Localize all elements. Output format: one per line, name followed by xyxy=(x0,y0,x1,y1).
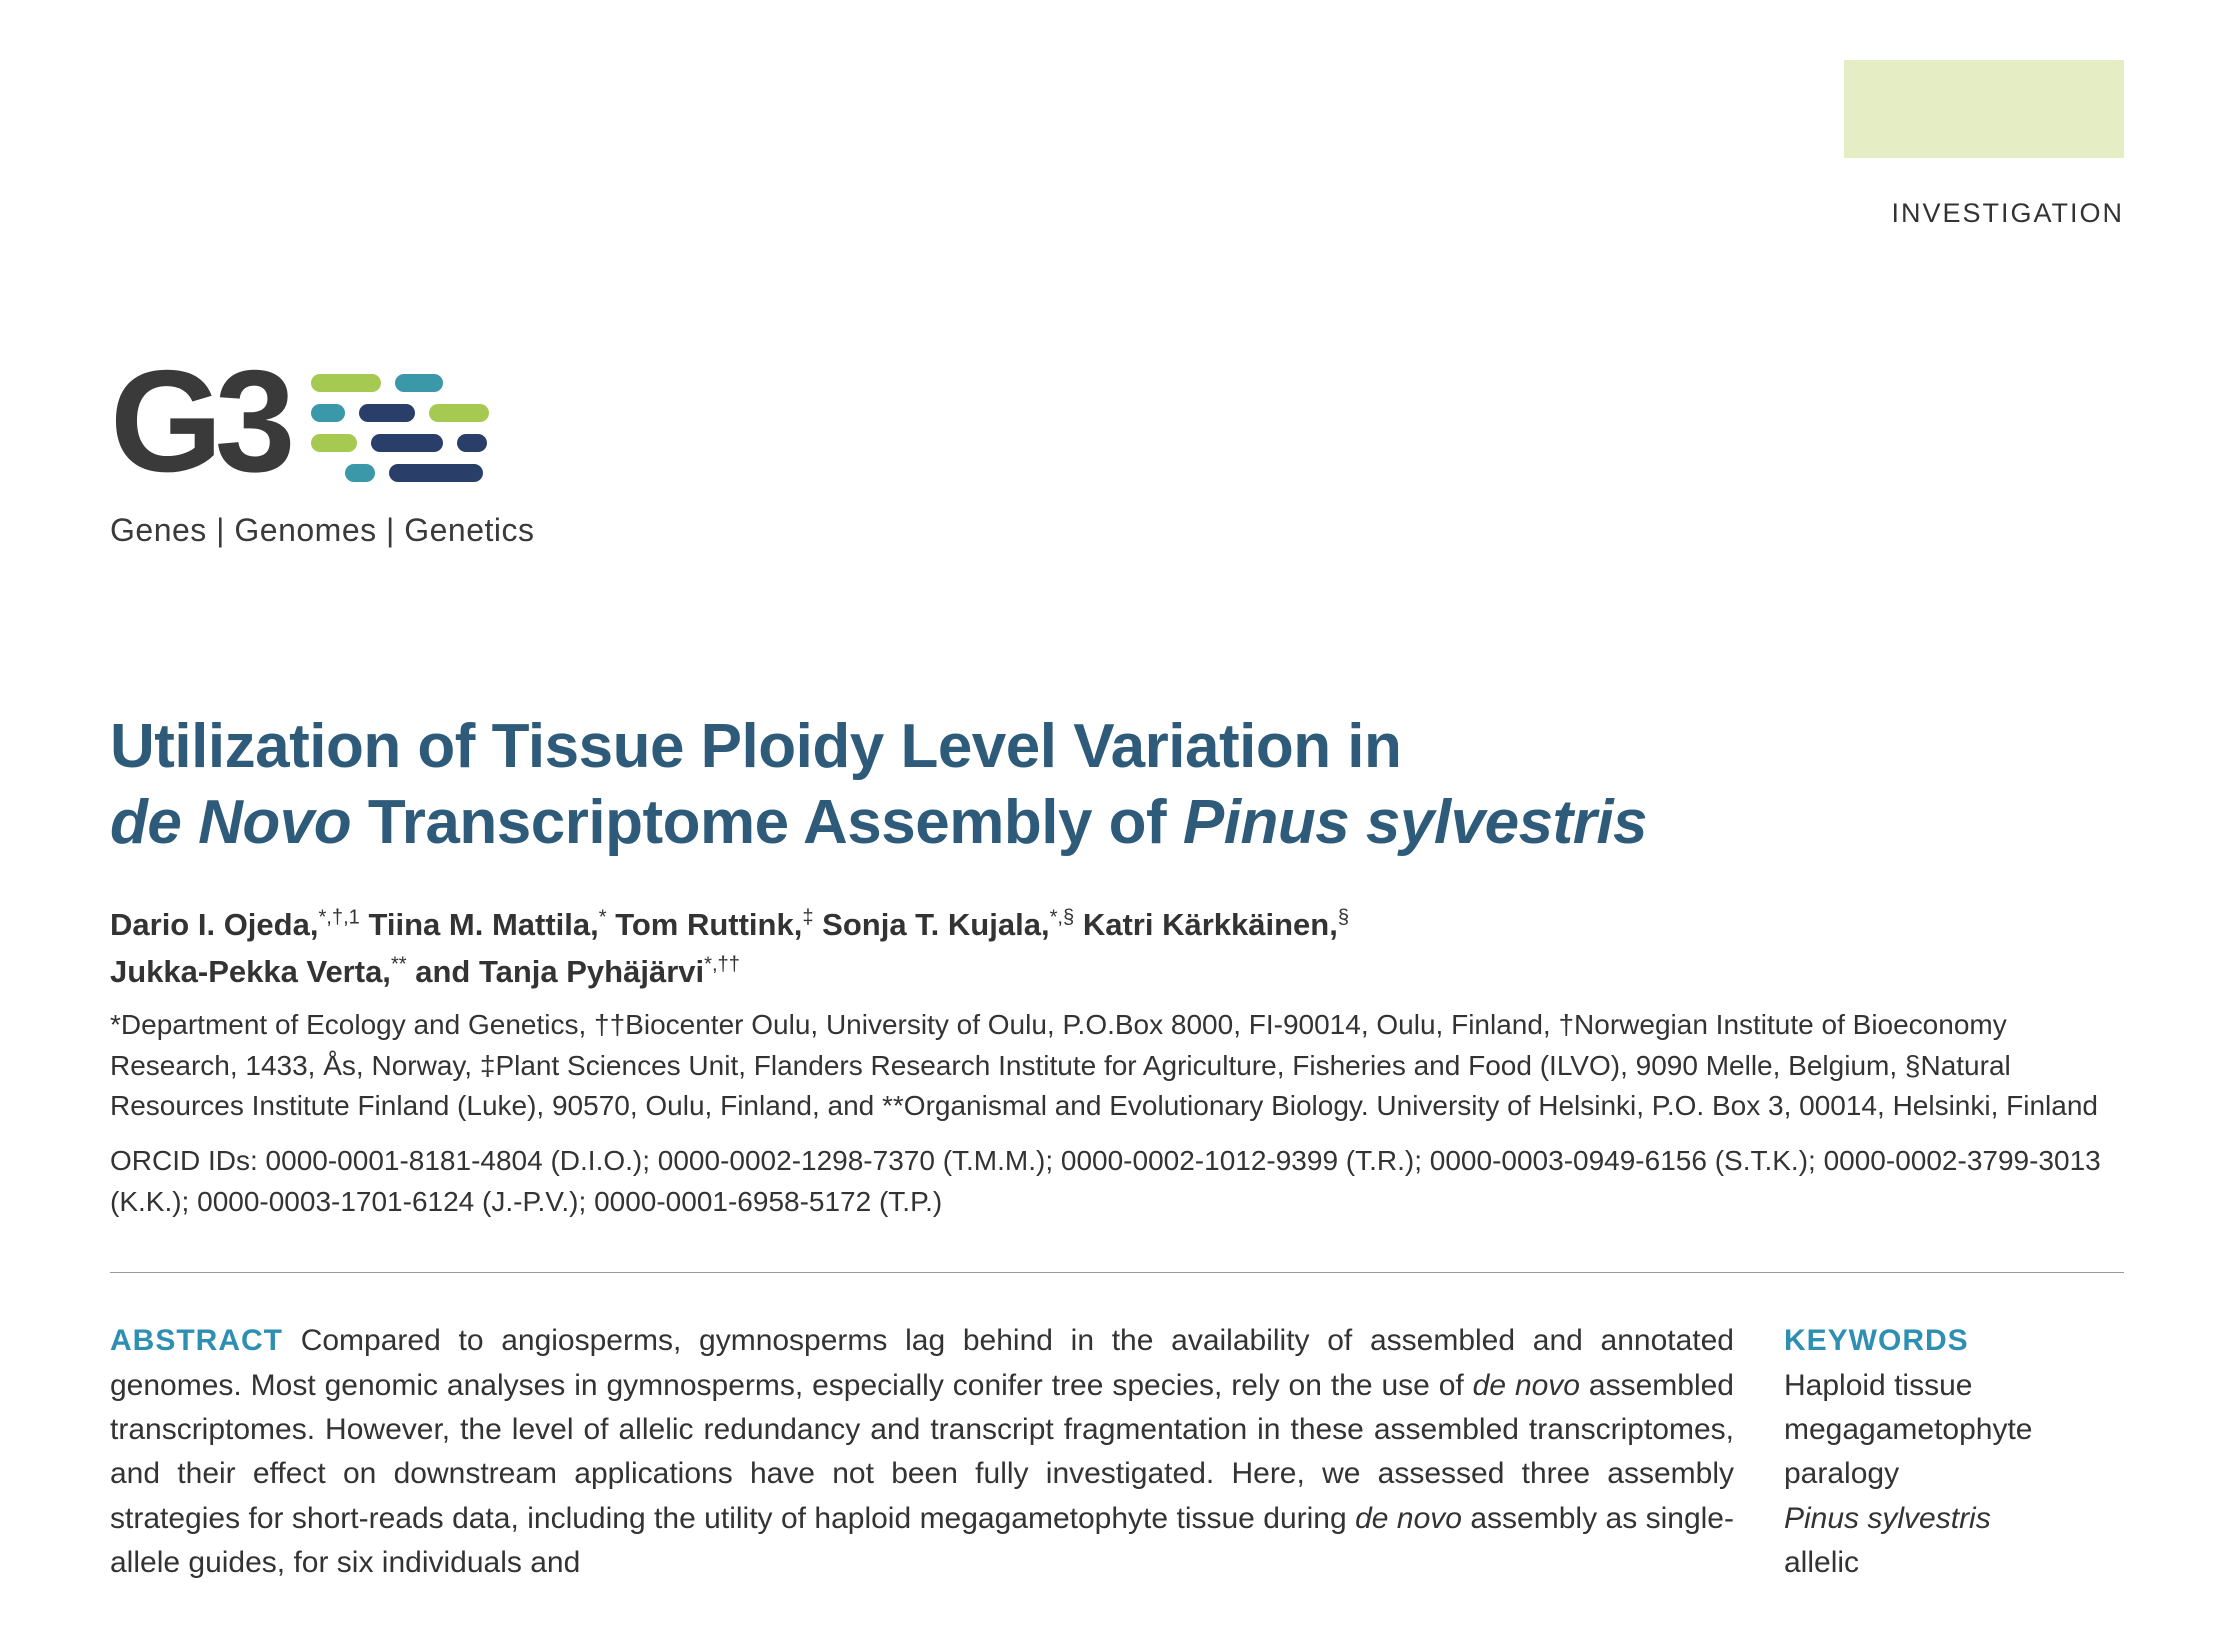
keywords-label: KEYWORDS xyxy=(1784,1319,2124,1363)
title-line1: Utilization of Tissue Ploidy Level Varia… xyxy=(110,712,1401,781)
section-label: INVESTIGATION xyxy=(1844,198,2124,229)
abstract-label: ABSTRACT xyxy=(110,1324,283,1357)
content-columns: ABSTRACT Compared to angiosperms, gymnos… xyxy=(110,1319,2124,1585)
logo-dashes xyxy=(311,374,489,482)
header-bar: INVESTIGATION xyxy=(110,60,2124,229)
keyword-item: paralogy xyxy=(1784,1452,2124,1496)
journal-logo: G3 Genes | Genomes | Genetics xyxy=(110,349,2124,549)
affiliations: *Department of Ecology and Genetics, ††B… xyxy=(110,1005,2124,1127)
keyword-item: megagametophyte xyxy=(1784,1408,2124,1452)
logo-tagline: Genes | Genomes | Genetics xyxy=(110,512,2124,549)
title-italic-2: Pinus sylvestris xyxy=(1183,788,1647,857)
abstract: ABSTRACT Compared to angiosperms, gymnos… xyxy=(110,1319,1734,1585)
article-title: Utilization of Tissue Ploidy Level Varia… xyxy=(110,709,2124,860)
divider xyxy=(110,1272,2124,1273)
title-italic-1: de Novo xyxy=(110,788,351,857)
logo-g3-text: G3 xyxy=(110,349,287,494)
keyword-item: allelic xyxy=(1784,1541,2124,1585)
orcid-ids: ORCID IDs: 0000-0001-8181-4804 (D.I.O.);… xyxy=(110,1141,2124,1222)
author-list: Dario I. Ojeda,*,†,1 Tiina M. Mattila,* … xyxy=(110,902,2124,995)
keyword-item: Pinus sylvestris xyxy=(1784,1497,2124,1541)
keywords: KEYWORDS Haploid tissue megagametophyte … xyxy=(1784,1319,2124,1585)
title-mid: Transcriptome Assembly of xyxy=(351,788,1183,857)
keyword-item: Haploid tissue xyxy=(1784,1364,2124,1408)
header-color-box xyxy=(1844,60,2124,158)
